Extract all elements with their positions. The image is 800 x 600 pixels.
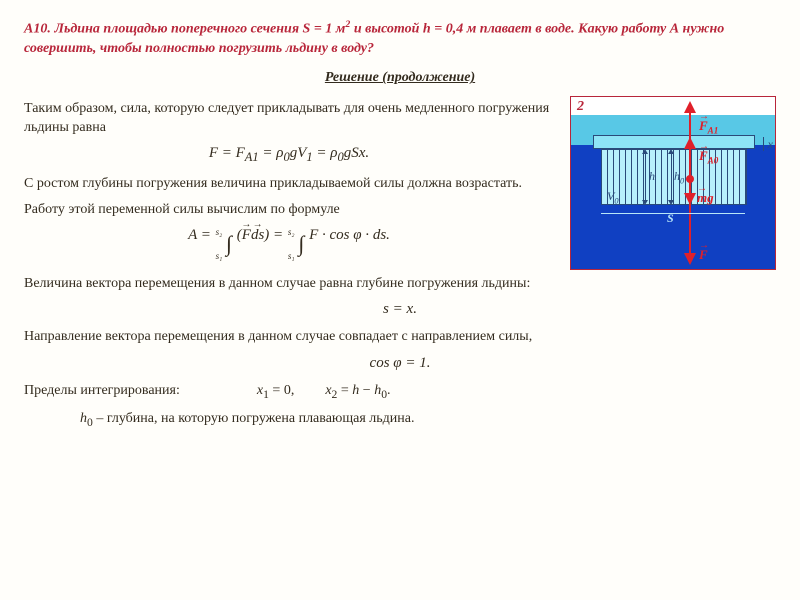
paragraph-6: Пределы интегрирования: x1 = 0, x2 = h −… [24, 382, 776, 402]
arrowhead-fa1 [684, 101, 696, 113]
label-x: x [768, 137, 773, 152]
label-s: S [667, 211, 674, 226]
label-fa0: →FA0 [699, 141, 718, 166]
h0-sep: – [93, 411, 107, 426]
force-axis [689, 103, 691, 263]
paragraph-7: h0 – глубина, на которую погружена плава… [80, 410, 776, 430]
paragraph-4: Величина вектора перемещения в данном сл… [24, 275, 776, 293]
paragraph-3: Работу этой переменной силы вычислим по … [24, 201, 554, 219]
label-f: →F [699, 240, 709, 263]
arrowhead-mg [684, 193, 696, 205]
label-v0: V0 [607, 189, 619, 205]
paragraph-2: С ростом глубины погружения величина при… [24, 175, 554, 193]
formula-4: cos φ = 1. [24, 355, 776, 372]
label-fa1: →FA1 [699, 111, 718, 136]
limits-label: Пределы интегрирования: [24, 383, 180, 398]
dim-h0 [671, 151, 673, 203]
paragraph-5: Направление вектора перемещения в данном… [24, 328, 776, 346]
dim-x [763, 137, 765, 151]
formula-2: A = s₂s₁ ∫ (Fds) = s₂s₁ ∫ F · cos φ · ds… [24, 227, 554, 261]
label-mg: →mg [697, 183, 714, 206]
problem-label: А10. [24, 22, 51, 37]
h0-def: глубина, на которую погружена плавающая … [107, 411, 415, 426]
figure-index: 2 [577, 99, 584, 115]
diagram: 2 →FA1 →FA0 →mg →F h h0 x V0 S [570, 96, 776, 270]
dim-h [645, 151, 647, 203]
label-h0: h0 [674, 169, 684, 185]
label-h: h [649, 169, 655, 184]
problem-text-1: Льдина площадью поперечного сечения S = … [54, 22, 345, 37]
ice-displaced-top [593, 135, 755, 149]
formula-1: F = FA1 = ρ0gV1 = ρ0gSx. [24, 145, 554, 165]
formula-3: s = x. [24, 301, 776, 318]
paragraph-1: Таким образом, сила, которую следует при… [24, 100, 554, 136]
arrowhead-fa0 [684, 137, 696, 149]
arrowhead-f [684, 253, 696, 265]
section-heading: Решение (продолжение) [24, 70, 776, 86]
problem-statement: А10. Льдина площадью поперечного сечения… [24, 18, 776, 58]
